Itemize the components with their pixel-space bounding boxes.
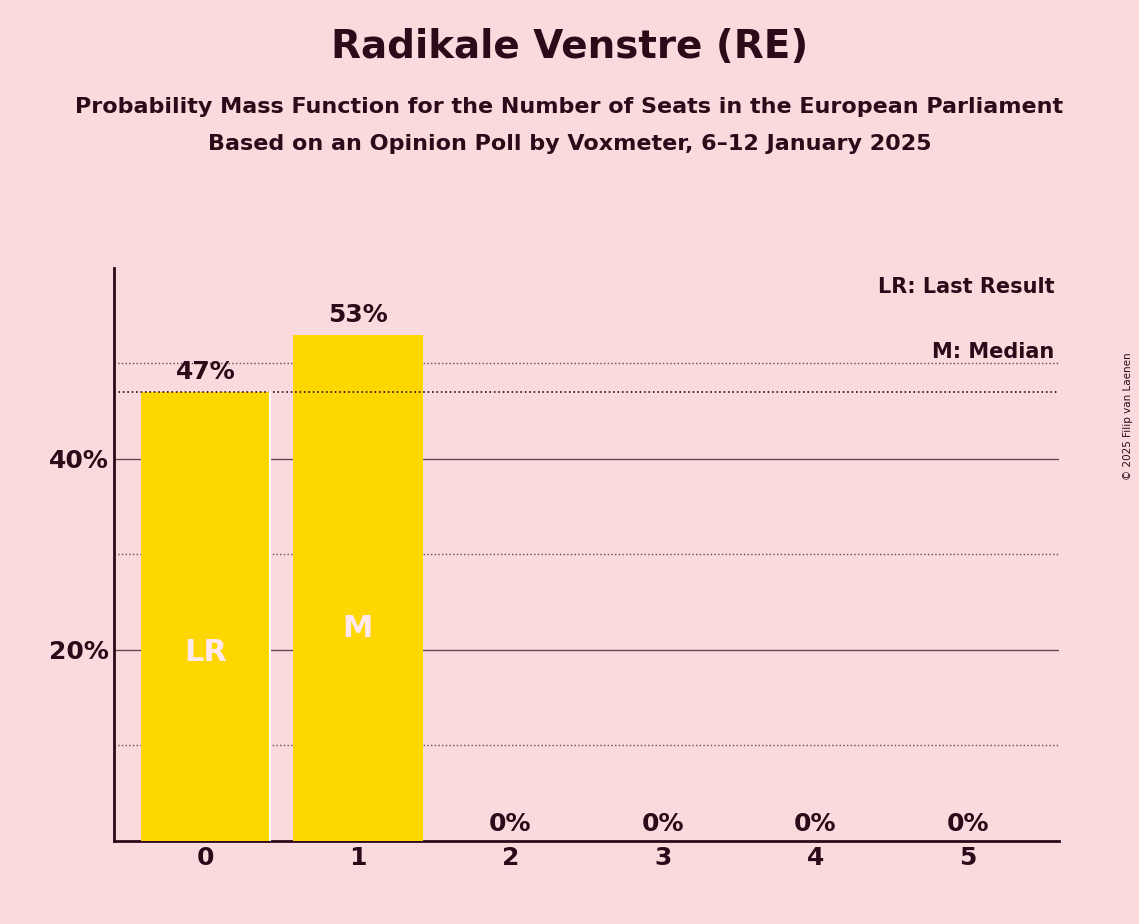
Text: LR: LR — [185, 638, 227, 667]
Text: © 2025 Filip van Laenen: © 2025 Filip van Laenen — [1123, 352, 1133, 480]
Bar — [140, 392, 270, 841]
Text: Probability Mass Function for the Number of Seats in the European Parliament: Probability Mass Function for the Number… — [75, 97, 1064, 117]
Text: 53%: 53% — [328, 303, 387, 327]
Bar — [293, 334, 423, 841]
Text: M: M — [343, 614, 374, 643]
Text: M: Median: M: Median — [933, 343, 1055, 362]
Text: 47%: 47% — [175, 360, 236, 384]
Text: 0%: 0% — [794, 812, 836, 836]
Text: 0%: 0% — [489, 812, 532, 836]
Text: 0%: 0% — [641, 812, 685, 836]
Text: LR: Last Result: LR: Last Result — [878, 276, 1055, 297]
Text: 0%: 0% — [947, 812, 989, 836]
Text: Based on an Opinion Poll by Voxmeter, 6–12 January 2025: Based on an Opinion Poll by Voxmeter, 6–… — [207, 134, 932, 154]
Text: Radikale Venstre (RE): Radikale Venstre (RE) — [330, 28, 809, 66]
